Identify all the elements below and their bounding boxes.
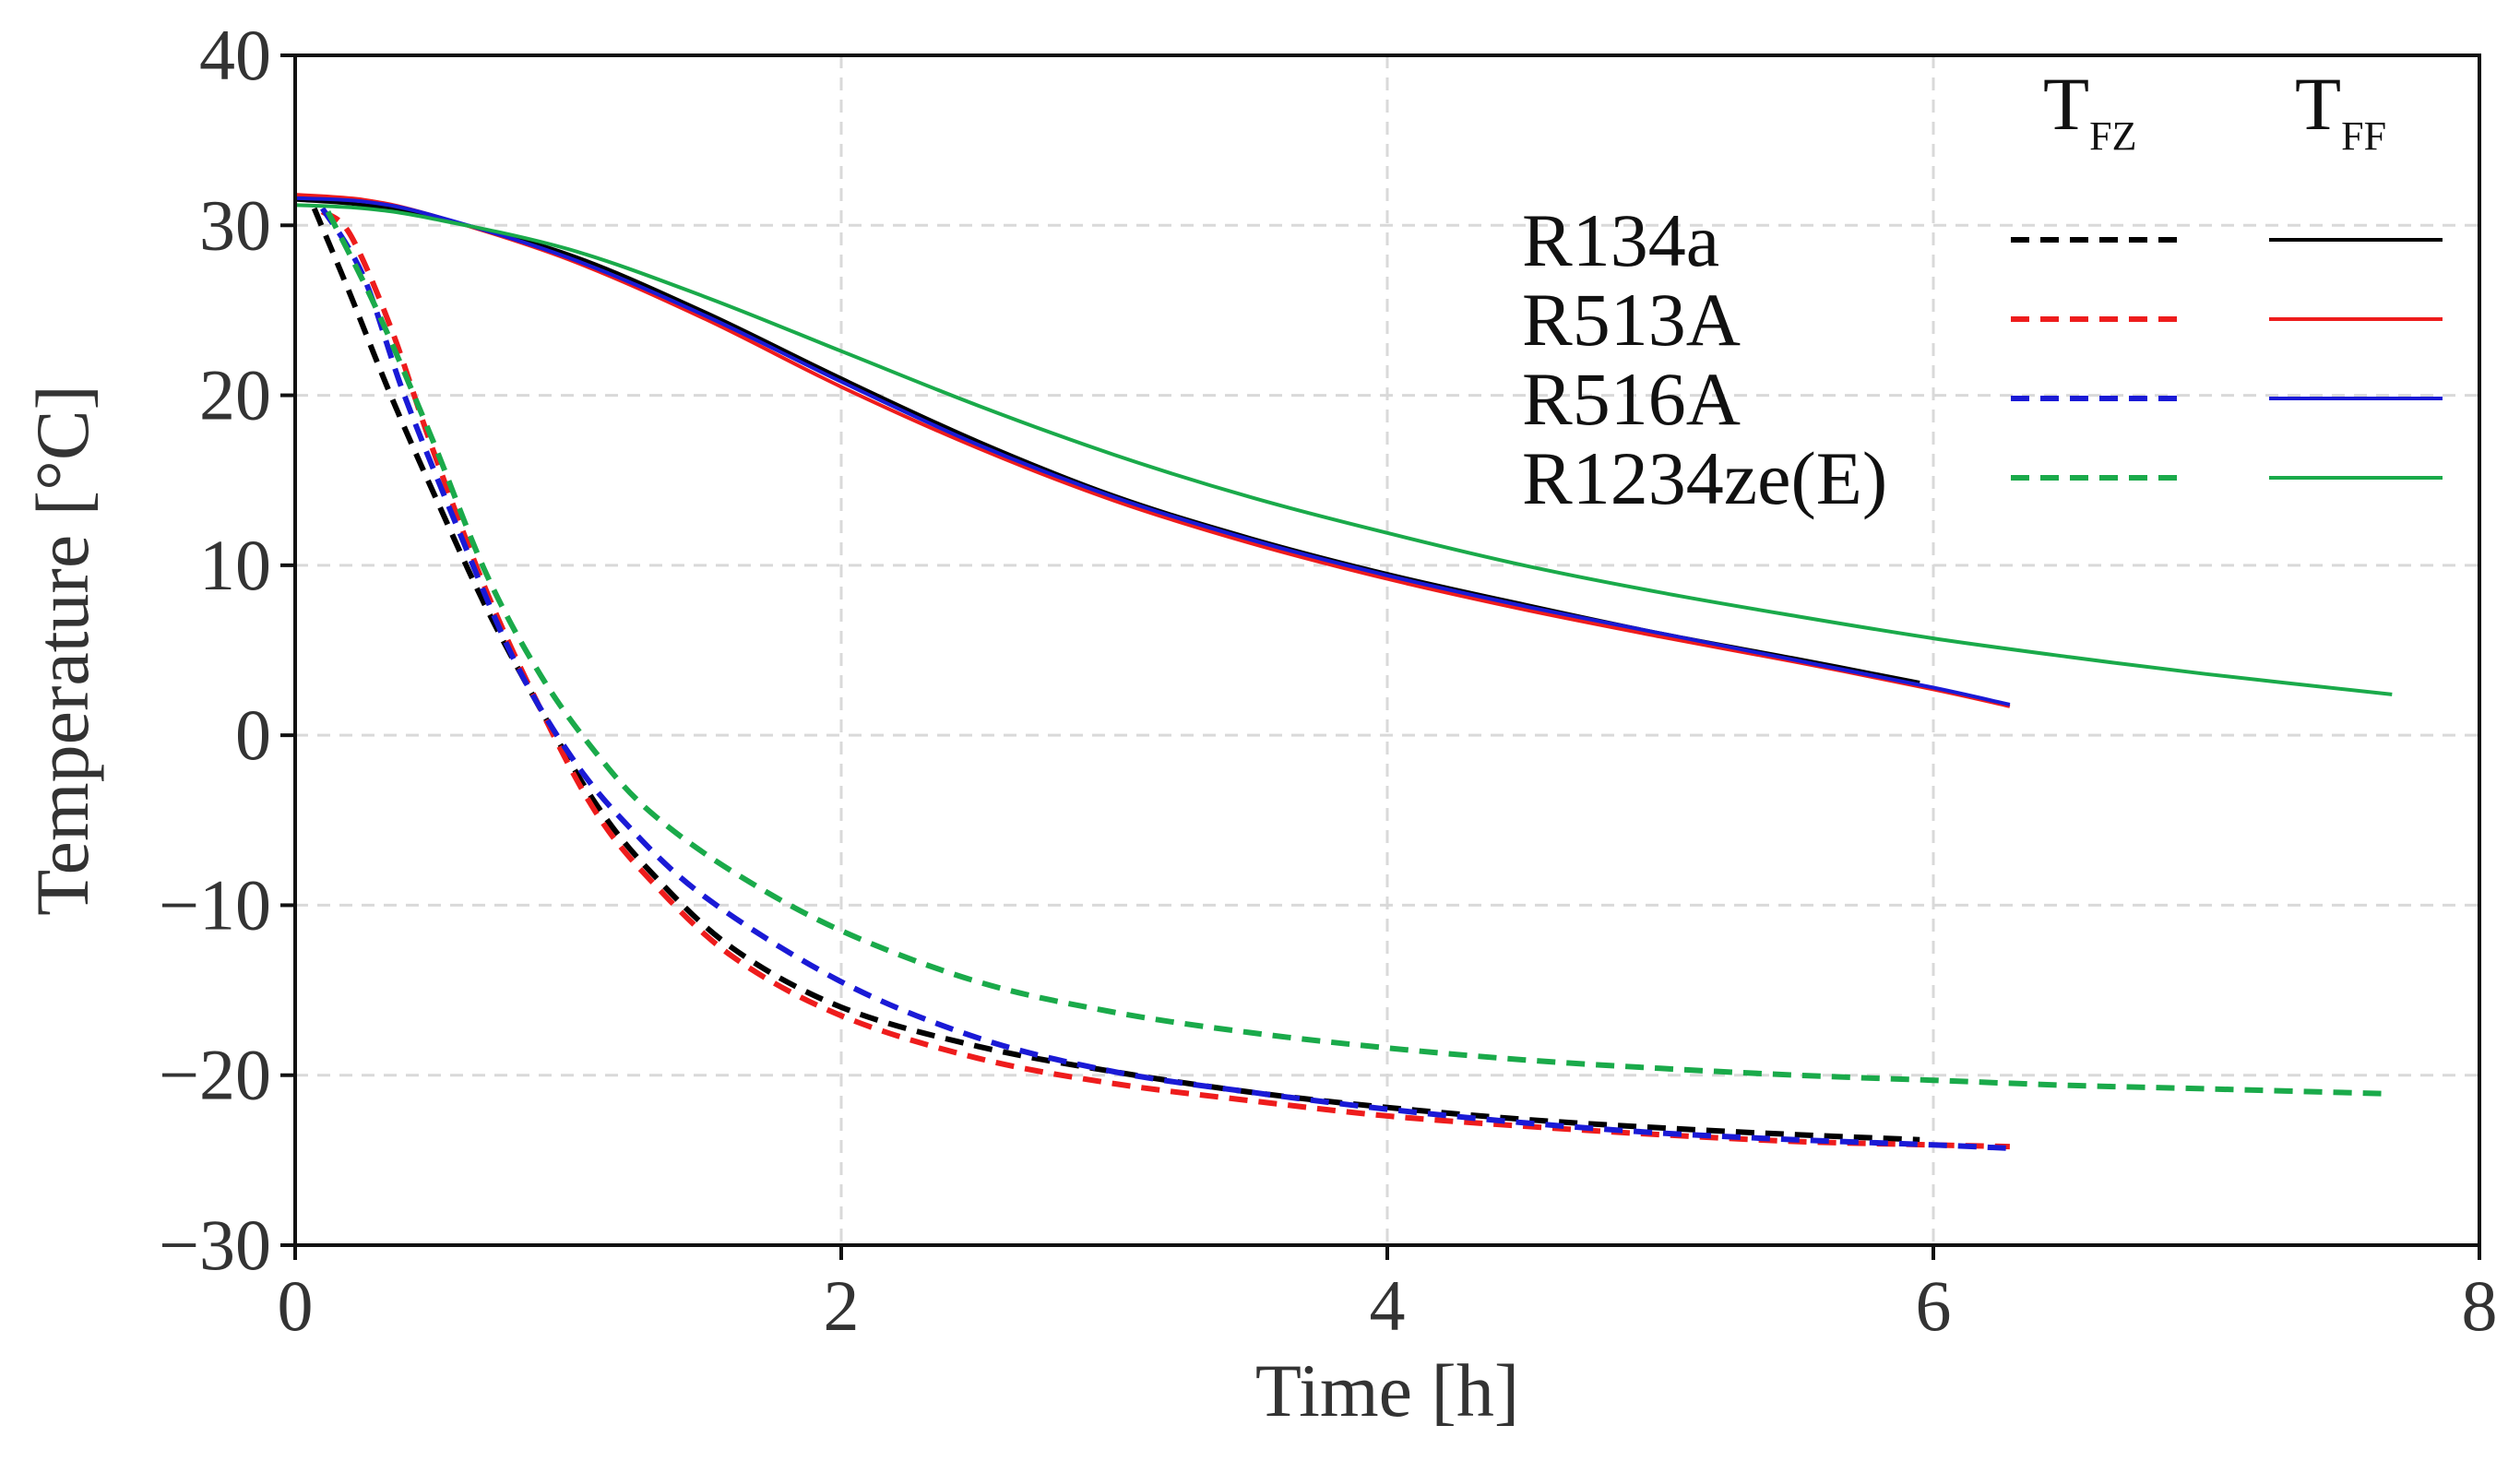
gridlines bbox=[295, 55, 2479, 1245]
legend-header-t-fz: TFZ bbox=[2043, 62, 2136, 159]
x-tick-label-8: 8 bbox=[2462, 1265, 2498, 1346]
plot-series bbox=[295, 193, 2393, 1151]
y-tick-label-40: 40 bbox=[199, 15, 271, 95]
legend: TFZ TFF R134a R513A R516A R1234ze(E) bbox=[1522, 62, 2443, 520]
y-axis-title: Temperature [°C] bbox=[20, 385, 104, 916]
x-tick-label-6: 6 bbox=[1916, 1265, 1952, 1346]
legend-label-r134a: R134a bbox=[1522, 198, 1719, 282]
legend-label-r516a: R516A bbox=[1522, 357, 1741, 441]
legend-header-t-ff: TFF bbox=[2295, 62, 2386, 159]
series-line-r516a-tfz bbox=[320, 207, 2011, 1151]
series-line-r513a-tfz bbox=[320, 208, 2010, 1150]
y-tick-label-30: 30 bbox=[199, 184, 271, 265]
y-tick-label-neg30: −30 bbox=[159, 1205, 271, 1285]
series-line-r134a-tfz bbox=[311, 207, 1920, 1143]
series-line-r516a-tff bbox=[295, 196, 2011, 707]
y-tick-label-neg20: −20 bbox=[159, 1035, 271, 1115]
y-tick-label-0: 0 bbox=[235, 695, 271, 775]
series-line-r1234ze-e-tfz bbox=[325, 210, 2393, 1097]
series-line-r1234ze-e-tff bbox=[295, 203, 2393, 696]
x-tick-label-4: 4 bbox=[1370, 1265, 1406, 1346]
x-tick-label-0: 0 bbox=[278, 1265, 314, 1346]
y-tick-label-neg10: −10 bbox=[159, 864, 271, 944]
x-tick-label-2: 2 bbox=[824, 1265, 860, 1346]
y-tick-label-10: 10 bbox=[199, 525, 271, 605]
legend-label-r1234ze-e: R1234ze(E) bbox=[1522, 436, 1887, 520]
legend-label-r513a: R513A bbox=[1522, 278, 1741, 362]
y-tick-label-20: 20 bbox=[199, 355, 271, 435]
x-axis-title: Time [h] bbox=[1255, 1348, 1519, 1432]
axis-ticks: 0 2 4 6 8 −30 −20 −10 0 10 20 30 40 bbox=[159, 15, 2498, 1346]
